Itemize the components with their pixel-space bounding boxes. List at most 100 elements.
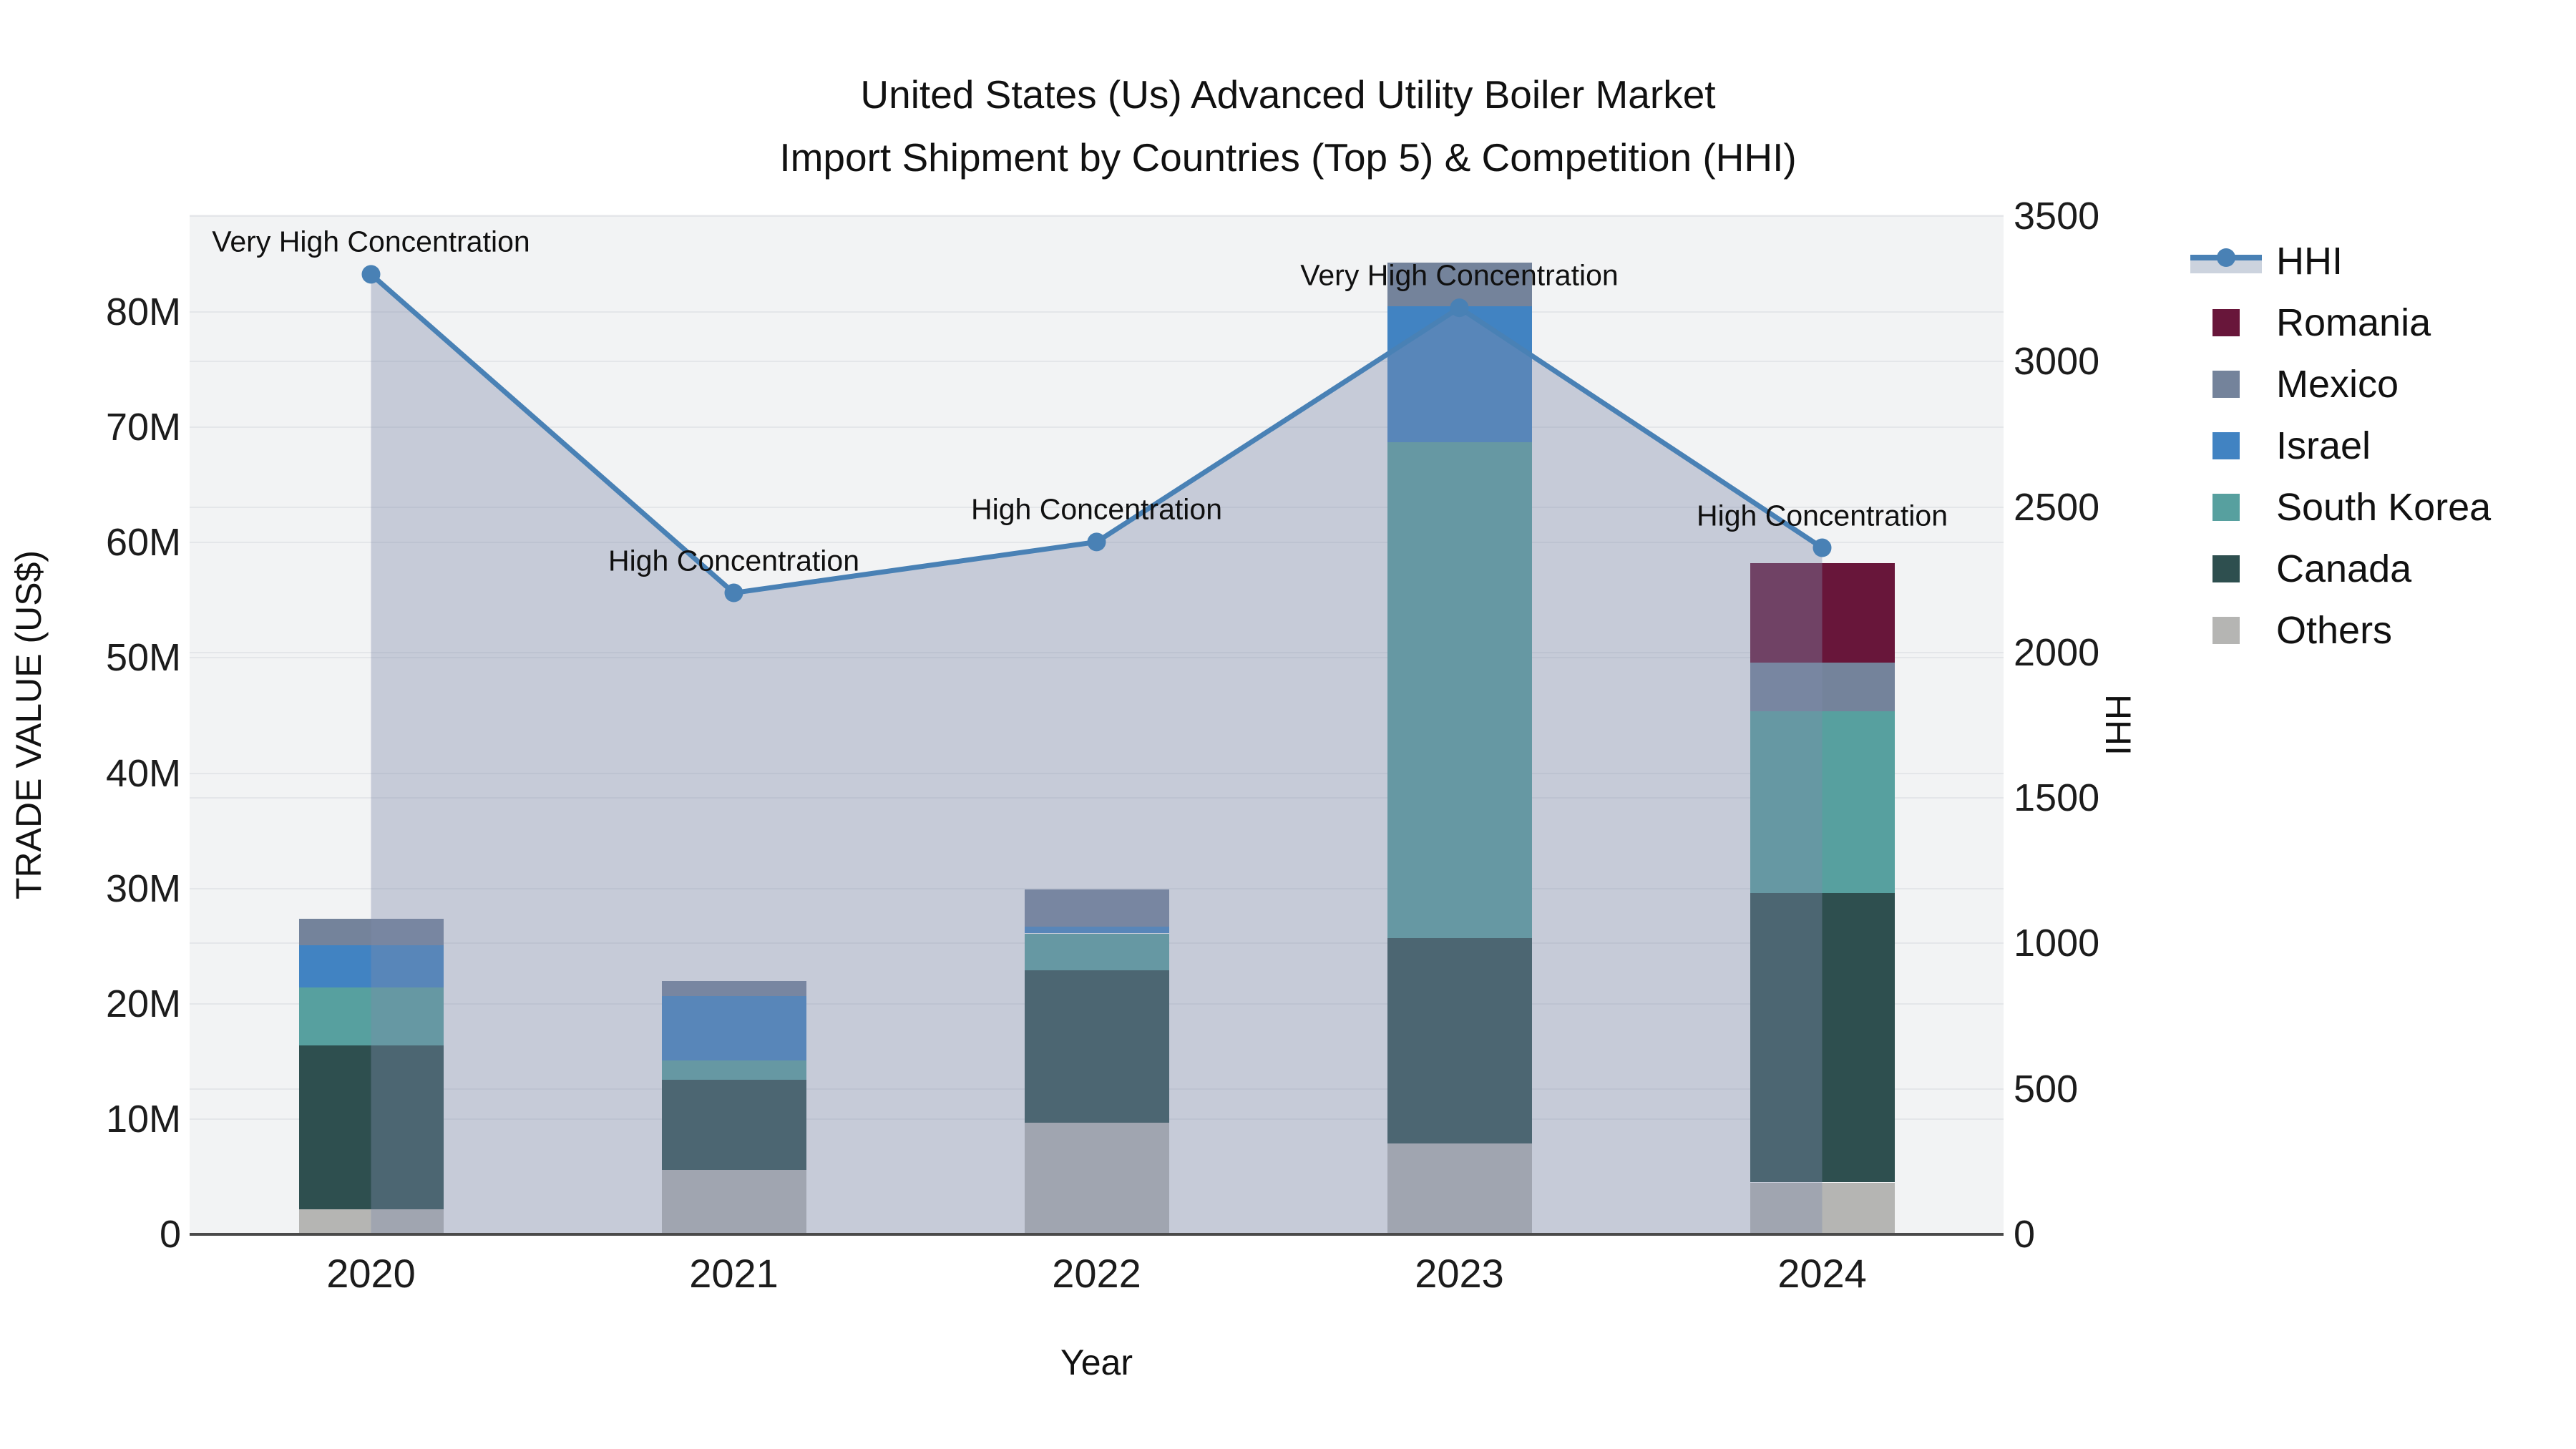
gridline: [190, 426, 2004, 429]
bar-segment-south-korea-2023[interactable]: [1387, 442, 1532, 938]
chart-title-line2: Import Shipment by Countries (Top 5) & C…: [779, 135, 1797, 180]
annotation-2021: High Concentration: [608, 544, 859, 577]
legend-line-marker: [2216, 248, 2235, 267]
legend-label: HHI: [2276, 240, 2343, 283]
bar-segment-south-korea-2021[interactable]: [661, 1060, 806, 1080]
y-left-tick-20M: 20M: [105, 982, 181, 1025]
legend-item-canada[interactable]: Canada: [2188, 538, 2491, 600]
y-right-tick-2500: 2500: [2014, 485, 2100, 529]
gridline: [190, 215, 2004, 218]
y-left-tick-40M: 40M: [105, 751, 181, 795]
y-right-tick-2000: 2000: [2014, 630, 2100, 674]
x-axis-line: [190, 1233, 2004, 1236]
legend-item-others[interactable]: Others: [2188, 600, 2491, 661]
y-axis-title-left: TRADE VALUE (US$): [9, 550, 49, 899]
legend-item-mexico[interactable]: Mexico: [2188, 353, 2491, 415]
bar-segment-romania-2024[interactable]: [1750, 563, 1895, 663]
legend-label: Others: [2276, 609, 2393, 652]
hhi-marker-2024[interactable]: [1813, 538, 1832, 557]
hhi-marker-2022[interactable]: [1087, 532, 1106, 552]
bar-segment-mexico-2020[interactable]: [298, 918, 444, 945]
chart-title-line1: United States (Us) Advanced Utility Boil…: [860, 72, 1716, 117]
y-right-tick-1000: 1000: [2014, 922, 2100, 965]
bar-segment-canada-2023[interactable]: [1387, 937, 1532, 1143]
y-right-tick-3500: 3500: [2014, 195, 2100, 238]
bar-segment-others-2023[interactable]: [1387, 1143, 1532, 1234]
legend-label: South Korea: [2276, 486, 2492, 529]
bar-segment-canada-2021[interactable]: [661, 1080, 806, 1170]
bar-segment-others-2021[interactable]: [661, 1169, 806, 1234]
bar-segment-south-korea-2020[interactable]: [298, 987, 444, 1045]
bar-segment-israel-2020[interactable]: [298, 945, 444, 988]
legend-swatch-icon: [2188, 555, 2263, 582]
y-left-tick-10M: 10M: [105, 1097, 181, 1141]
bar-segment-mexico-2021[interactable]: [661, 980, 806, 996]
legend-swatch-icon: [2188, 432, 2263, 459]
legend-color-swatch: [2212, 432, 2240, 459]
x-tick-2022: 2022: [1052, 1251, 1141, 1296]
bar-segment-mexico-2022[interactable]: [1024, 889, 1169, 927]
hhi-area-fill: [371, 274, 1823, 1234]
y-left-tick-60M: 60M: [105, 521, 181, 565]
legend-color-swatch: [2212, 309, 2240, 336]
legend-label: Mexico: [2276, 363, 2399, 406]
hhi-line-chart: [361, 265, 1832, 1234]
y-right-tick-0: 0: [2014, 1213, 2036, 1256]
legend-color-swatch: [2212, 555, 2240, 582]
x-tick-2023: 2023: [1415, 1251, 1504, 1296]
gridline: [190, 506, 2004, 508]
bar-segment-others-2022[interactable]: [1024, 1122, 1169, 1234]
legend-line-sample: [2190, 248, 2262, 273]
gridline: [190, 361, 2004, 363]
annotation-2020: Very High Concentration: [212, 225, 530, 258]
x-tick-2020: 2020: [326, 1251, 416, 1296]
legend-swatch-icon: [2188, 494, 2263, 521]
annotation-2023: Very High Concentration: [1300, 258, 1619, 292]
legend-label: Canada: [2276, 547, 2412, 590]
annotation-2022: High Concentration: [971, 492, 1222, 526]
legend-color-swatch: [2212, 371, 2240, 398]
y-right-tick-500: 500: [2014, 1067, 2079, 1111]
bar-segment-israel-2023[interactable]: [1387, 306, 1532, 443]
hhi-line-icon: [2188, 248, 2263, 273]
bar-segment-israel-2022[interactable]: [1024, 926, 1169, 934]
gridline: [190, 311, 2004, 313]
gridline: [190, 657, 2004, 659]
legend: HHI Romania Mexico Israel South Korea Canada O…: [2188, 230, 2491, 661]
annotation-2024: High Concentration: [1697, 499, 1948, 532]
y-left-tick-80M: 80M: [105, 291, 181, 334]
bar-segment-others-2024[interactable]: [1750, 1182, 1895, 1234]
legend-color-swatch: [2212, 617, 2240, 644]
bar-segment-others-2020[interactable]: [298, 1209, 444, 1234]
legend-item-israel[interactable]: Israel: [2188, 415, 2491, 477]
y-right-tick-3000: 3000: [2014, 340, 2100, 384]
legend-swatch-icon: [2188, 309, 2263, 336]
bar-segment-mexico-2024[interactable]: [1750, 662, 1895, 711]
legend-item-romania[interactable]: Romania: [2188, 292, 2491, 353]
bar-segment-south-korea-2024[interactable]: [1750, 711, 1895, 894]
x-tick-2021: 2021: [689, 1251, 779, 1296]
plot-area: Very High Concentration High Concentratio…: [190, 215, 2004, 1236]
hhi-marker-2020[interactable]: [361, 265, 381, 284]
bar-segment-canada-2020[interactable]: [298, 1045, 444, 1209]
chart-title: United States (Us) Advanced Utility Boil…: [0, 63, 2576, 189]
legend-item-hhi[interactable]: HHI: [2188, 230, 2491, 292]
legend-swatch-icon: [2188, 371, 2263, 398]
y-right-tick-1500: 1500: [2014, 776, 2100, 820]
hhi-marker-2023[interactable]: [1450, 298, 1469, 318]
y-axis-title-right: HHI: [2098, 693, 2138, 756]
legend-label: Romania: [2276, 301, 2431, 344]
legend-item-south-korea[interactable]: South Korea: [2188, 477, 2491, 538]
x-tick-2024: 2024: [1777, 1251, 1867, 1296]
hhi-marker-2021[interactable]: [724, 583, 743, 602]
legend-color-swatch: [2212, 494, 2240, 521]
bar-segment-canada-2022[interactable]: [1024, 970, 1169, 1123]
y-left-tick-30M: 30M: [105, 867, 181, 910]
bar-segment-canada-2024[interactable]: [1750, 893, 1895, 1183]
legend-swatch-icon: [2188, 617, 2263, 644]
y-left-tick-50M: 50M: [105, 636, 181, 680]
bar-segment-israel-2021[interactable]: [661, 995, 806, 1060]
bar-segment-south-korea-2022[interactable]: [1024, 933, 1169, 971]
y-left-tick-0: 0: [159, 1213, 181, 1256]
